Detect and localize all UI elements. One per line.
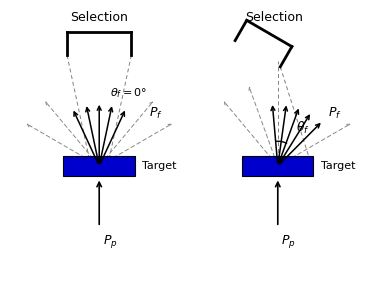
Text: $\theta_f$: $\theta_f$ — [296, 120, 310, 136]
Bar — [63, 156, 135, 176]
Text: P$_p$: P$_p$ — [103, 233, 117, 250]
Text: P$_f$: P$_f$ — [149, 106, 163, 121]
Text: Target: Target — [142, 161, 176, 171]
Text: Selection: Selection — [70, 11, 128, 24]
Text: Selection: Selection — [245, 11, 303, 24]
Text: $\theta_f = 0°$: $\theta_f = 0°$ — [110, 86, 147, 100]
Text: P$_p$: P$_p$ — [281, 233, 296, 250]
Bar — [242, 156, 314, 176]
Text: P$_f$: P$_f$ — [328, 106, 341, 121]
Text: Target: Target — [321, 161, 355, 171]
